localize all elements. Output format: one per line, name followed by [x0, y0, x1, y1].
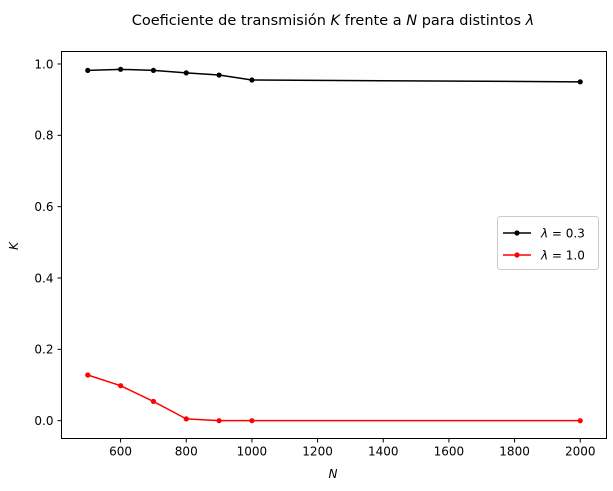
- x-tick-label: 1000: [237, 445, 268, 459]
- axes: 600 800 1000 1200 1400 1600 1800 2000 0.0 0.2 0.4…: [7, 51, 607, 481]
- legend-items: λ = 0.3 λ = 1.0: [503, 226, 585, 262]
- x-tick-label: 1200: [302, 445, 333, 459]
- data-point: [577, 418, 583, 424]
- y-tick-label: 0.6: [34, 200, 53, 214]
- x-axis-label: N: [329, 467, 338, 481]
- y-tick-label: 0.8: [34, 129, 53, 143]
- data-point: [117, 383, 124, 389]
- series-layer: [85, 66, 583, 424]
- y-tick-label: 0.4: [34, 271, 53, 285]
- legend: λ = 0.3 λ = 1.0: [497, 216, 599, 270]
- y-tick-label: 0.0: [34, 414, 53, 428]
- x-axis: 600 800 1000 1200 1400 1600 1800 2000: [109, 438, 596, 459]
- data-point: [85, 372, 91, 378]
- data-point: [216, 72, 222, 78]
- data-point: [85, 67, 91, 74]
- legend-label: λ = 1.0: [540, 248, 585, 262]
- y-tick-label: 1.0: [34, 57, 53, 71]
- y-axis-label: K: [7, 241, 21, 250]
- data-point: [183, 416, 189, 422]
- legend-item: λ = 0.3: [503, 226, 585, 240]
- x-tick-label: 800: [175, 445, 198, 459]
- x-tick-label: 600: [109, 445, 132, 459]
- data-point: [216, 418, 222, 424]
- x-tick-label: 1600: [434, 445, 465, 459]
- series-2: [85, 372, 583, 424]
- plot-frame: [61, 51, 607, 439]
- legend-box: [497, 216, 599, 270]
- data-point: [117, 66, 124, 72]
- chart-title: Coeficiente de transmisión K frente a N …: [132, 13, 535, 29]
- legend-marker: [514, 252, 520, 258]
- data-point: [249, 77, 255, 83]
- y-axis: 0.0 0.2 0.4 0.6 0.8 1.0: [34, 57, 62, 428]
- x-tick-label: 1800: [499, 445, 530, 459]
- x-tick-label: 2000: [565, 445, 596, 459]
- data-point: [150, 398, 157, 405]
- legend-item: λ = 1.0: [503, 248, 585, 262]
- data-point: [577, 79, 583, 85]
- data-point: [183, 70, 189, 76]
- legend-label: λ = 0.3: [540, 226, 585, 240]
- series-1: [85, 66, 583, 85]
- x-tick-label: 1400: [368, 445, 399, 459]
- data-point: [150, 67, 157, 74]
- data-point: [249, 418, 255, 424]
- y-tick-label: 0.2: [34, 343, 53, 357]
- legend-marker: [514, 230, 520, 236]
